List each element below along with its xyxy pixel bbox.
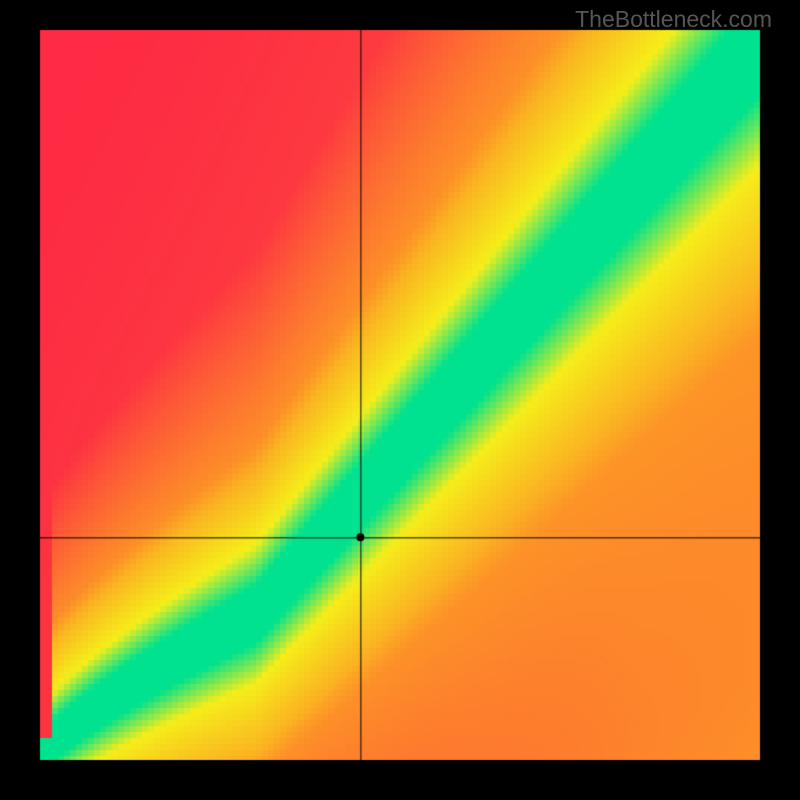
heatmap-canvas (0, 0, 800, 800)
chart-container: TheBottleneck.com (0, 0, 800, 800)
watermark-text: TheBottleneck.com (575, 6, 772, 33)
